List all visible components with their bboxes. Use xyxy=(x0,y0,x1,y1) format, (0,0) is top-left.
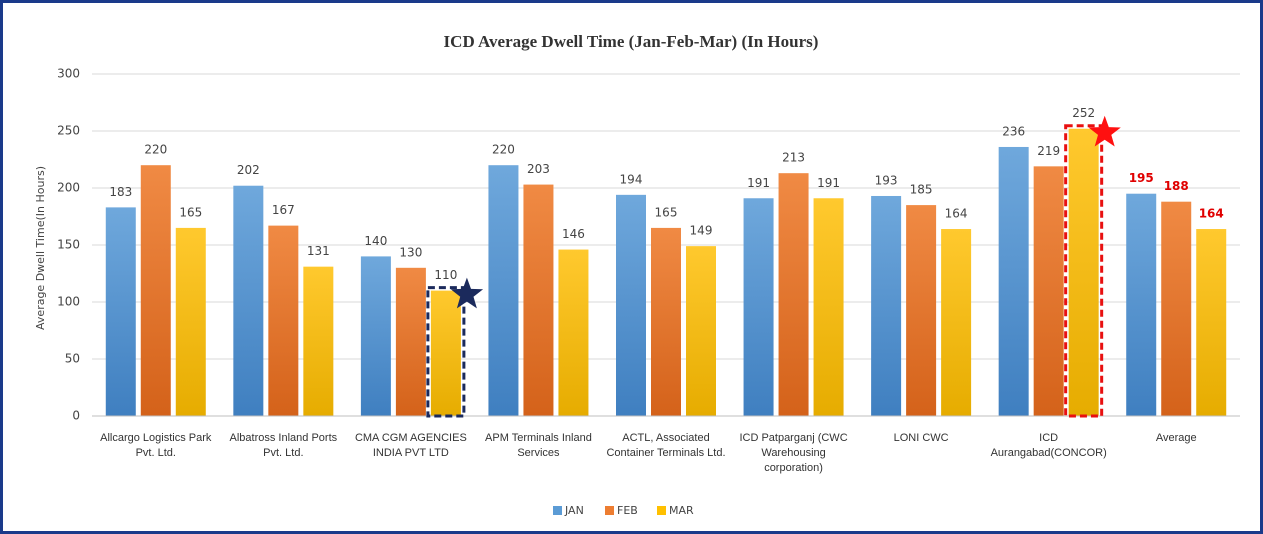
x-tick-label: CMA CGM AGENCIES INDIA PVT LTD xyxy=(354,432,467,459)
legend-label: MAR xyxy=(669,504,694,517)
value-label: 195 xyxy=(1129,171,1154,185)
value-label: 220 xyxy=(144,143,167,157)
y-tick-label: 0 xyxy=(72,409,80,423)
value-label: 165 xyxy=(179,205,202,219)
y-tick-label: 250 xyxy=(57,124,80,138)
bar xyxy=(430,290,461,416)
bar xyxy=(871,195,902,416)
star xyxy=(1088,115,1121,147)
value-label: 188 xyxy=(1164,179,1189,193)
bar xyxy=(1068,128,1099,416)
value-label: 149 xyxy=(690,224,713,238)
highlight-box xyxy=(426,286,466,418)
legend-label: FEB xyxy=(617,504,638,517)
chart: ICD Average Dwell Time (Jan-Feb-Mar) (In… xyxy=(34,32,1240,517)
legend-swatch xyxy=(605,506,614,515)
y-tick-label: 300 xyxy=(57,67,80,81)
x-tick-label: ACTL, Associated Container Terminals Ltd… xyxy=(606,432,726,459)
value-label: 236 xyxy=(1002,124,1025,138)
value-label: 130 xyxy=(399,245,422,259)
highlight-box xyxy=(1064,124,1104,418)
bar xyxy=(998,146,1029,416)
bar xyxy=(105,207,136,416)
bar xyxy=(906,205,937,416)
x-tick-label: Albatross Inland Ports Pvt. Ltd. xyxy=(229,432,338,459)
bar xyxy=(1196,229,1227,416)
bar xyxy=(1126,193,1157,416)
bar xyxy=(1033,166,1064,416)
bar xyxy=(686,246,716,416)
value-label: 164 xyxy=(945,207,968,221)
value-label: 183 xyxy=(109,185,132,199)
bar xyxy=(303,266,334,416)
value-label: 219 xyxy=(1037,144,1060,158)
value-label: 202 xyxy=(237,163,260,177)
value-label: 110 xyxy=(434,268,457,282)
value-label: 131 xyxy=(307,244,330,258)
bar xyxy=(651,227,681,416)
bar xyxy=(813,198,844,416)
x-tick-label: Allcargo Logistics Park Pvt. Ltd. xyxy=(100,432,212,459)
bar xyxy=(778,173,809,416)
legend-label: JAN xyxy=(564,504,584,517)
y-tick-label: 50 xyxy=(65,352,80,366)
x-tick-label: APM Terminals Inland Services xyxy=(485,432,592,459)
bar xyxy=(233,185,264,416)
value-label: 220 xyxy=(492,143,515,157)
bar xyxy=(268,225,299,416)
value-label: 191 xyxy=(747,176,770,190)
bar xyxy=(360,256,391,416)
value-label: 140 xyxy=(364,234,387,248)
bar xyxy=(523,184,554,416)
value-label: 213 xyxy=(782,151,805,165)
value-label: 165 xyxy=(655,205,678,219)
bar xyxy=(616,194,646,416)
bar xyxy=(941,229,972,416)
value-label: 252 xyxy=(1072,106,1095,120)
chart-title: ICD Average Dwell Time (Jan-Feb-Mar) (In… xyxy=(444,32,819,51)
bar xyxy=(395,267,426,416)
bar xyxy=(1161,201,1192,416)
y-tick-label: 150 xyxy=(57,238,80,252)
legend-swatch xyxy=(657,506,666,515)
value-label: 203 xyxy=(527,162,550,176)
y-axis-label: Average Dwell Time(In Hours) xyxy=(34,166,47,330)
value-label: 194 xyxy=(620,172,643,186)
bar xyxy=(558,249,589,416)
x-tick-label: ICD Aurangabad(CONCOR) xyxy=(990,432,1107,459)
x-tick-label: ICD Patparganj (CWC Warehousing corporat… xyxy=(739,432,848,474)
bar xyxy=(140,165,171,416)
bar xyxy=(488,165,519,416)
y-tick-label: 100 xyxy=(57,295,80,309)
value-label: 146 xyxy=(562,227,585,241)
value-label: 167 xyxy=(272,203,295,217)
value-label: 193 xyxy=(875,173,898,187)
x-tick-label: Average xyxy=(1155,432,1197,444)
star xyxy=(450,277,484,309)
y-tick-label: 200 xyxy=(57,181,80,195)
bar xyxy=(175,227,206,416)
value-label: 185 xyxy=(910,183,933,197)
legend-swatch xyxy=(553,506,562,515)
value-label: 191 xyxy=(817,176,840,190)
bar xyxy=(743,198,774,416)
x-tick-label: LONI CWC xyxy=(893,432,949,444)
value-label: 164 xyxy=(1199,207,1224,221)
